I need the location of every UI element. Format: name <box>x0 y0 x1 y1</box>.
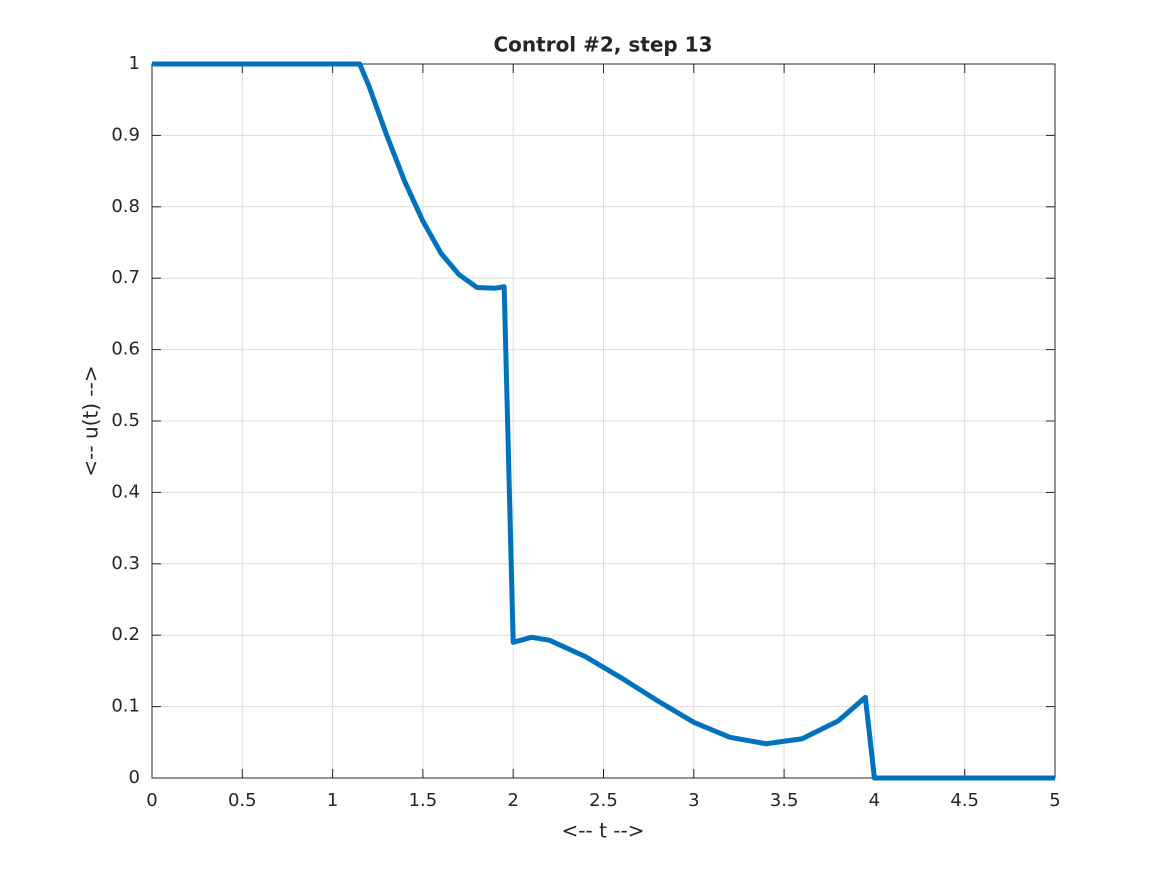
y-axis-label: <-- u(t) --> <box>79 365 103 476</box>
x-tick-label: 1 <box>327 790 338 811</box>
data-line <box>152 61 1055 781</box>
x-tick-label: 5 <box>1049 790 1060 811</box>
chart-title: Control #2, step 13 <box>493 33 712 57</box>
x-tick-label: 4 <box>869 790 880 811</box>
y-tick-label: 0 <box>129 767 140 788</box>
y-tick-label: 0.3 <box>111 553 140 574</box>
y-tick-label: 0.4 <box>111 481 140 502</box>
y-tick-label: 0.1 <box>111 696 140 717</box>
y-tick-label: 0.6 <box>111 339 140 360</box>
x-tick-label: 1.5 <box>409 790 438 811</box>
x-tick-label: 2.5 <box>589 790 618 811</box>
y-tick-label: 1 <box>129 53 140 74</box>
x-axis-label: <-- t --> <box>562 819 645 843</box>
y-tick-label: 0.2 <box>111 624 140 645</box>
y-tick-label: 0.7 <box>111 267 140 288</box>
x-tick-label: 0 <box>146 790 157 811</box>
y-tick-label: 0.9 <box>111 124 140 145</box>
x-tick-label: 3.5 <box>770 790 799 811</box>
x-tick-label: 0.5 <box>228 790 257 811</box>
y-tick-label: 0.5 <box>111 410 140 431</box>
plot-frame <box>151 63 1056 779</box>
x-tick-label: 3 <box>688 790 699 811</box>
y-tick-label: 0.8 <box>111 196 140 217</box>
x-tick-label: 2 <box>507 790 518 811</box>
x-tick-label: 4.5 <box>950 790 979 811</box>
